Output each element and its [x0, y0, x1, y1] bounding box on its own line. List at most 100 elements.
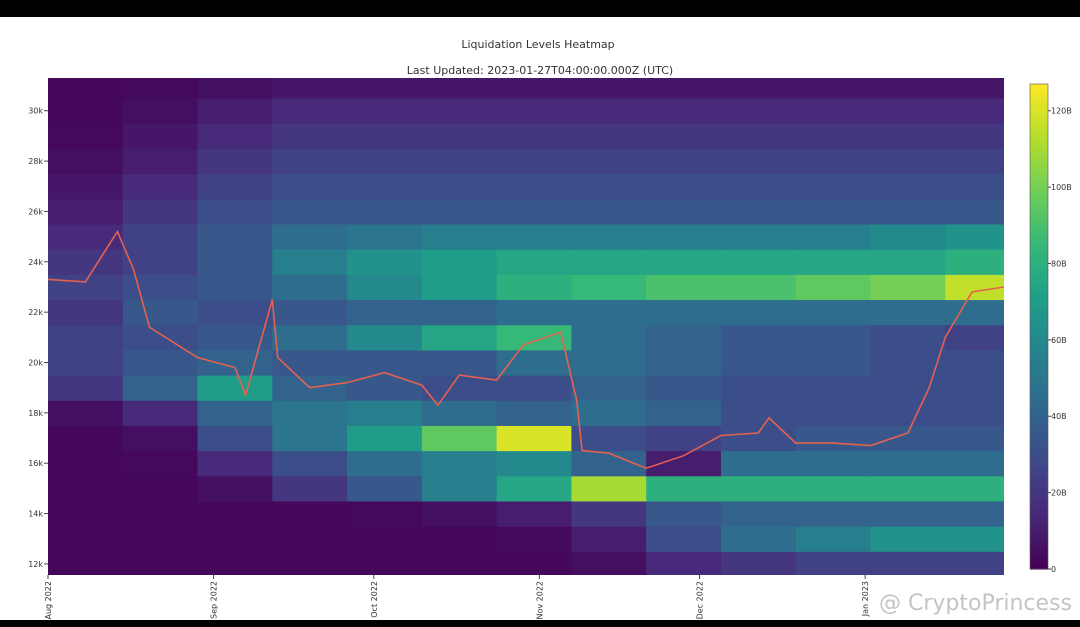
heat-cell — [945, 198, 1004, 225]
heat-cell — [421, 526, 498, 552]
heat-cell — [197, 450, 273, 477]
heat-cell — [496, 400, 572, 426]
colorbar-step — [1030, 500, 1048, 505]
top-bar — [0, 0, 1080, 17]
heat-cell — [48, 500, 124, 527]
heat-cell — [197, 78, 273, 99]
heat-cell — [122, 198, 199, 225]
colorbar-step — [1030, 342, 1048, 348]
heat-cell — [197, 526, 273, 552]
heat-cell — [272, 425, 348, 452]
heat-cell — [272, 526, 348, 552]
colorbar-step — [1030, 532, 1048, 538]
heat-cell — [197, 123, 273, 149]
colorbar-step — [1030, 370, 1048, 376]
colorbar-step — [1030, 257, 1048, 263]
heat-cell — [795, 551, 871, 575]
colorbar-step — [1030, 326, 1048, 332]
colorbar-step — [1030, 375, 1048, 380]
heat-cell — [646, 551, 722, 575]
heat-cell — [272, 299, 348, 326]
colorbar-step — [1030, 261, 1048, 267]
heat-cell — [720, 123, 797, 149]
colorbar-step — [1030, 330, 1048, 336]
heat-cell — [571, 400, 647, 426]
colorbar-step — [1030, 140, 1048, 146]
chart-subtitle: Last Updated: 2023-01-27T04:00:00.000Z (… — [407, 64, 673, 77]
colorbar-step — [1030, 362, 1048, 368]
heat-cell — [720, 450, 797, 477]
heat-cell — [646, 500, 722, 527]
heat-cell — [795, 148, 871, 175]
heat-cell — [122, 475, 199, 502]
heat-cell — [795, 349, 871, 376]
heat-cell — [870, 425, 946, 452]
heat-cell — [272, 349, 348, 376]
heat-cell — [795, 78, 871, 99]
colorbar-tick-label: 100B — [1051, 183, 1072, 192]
heat-cell — [646, 375, 722, 401]
heat-cell — [421, 98, 498, 124]
heat-cell — [496, 349, 572, 376]
colorbar-step — [1030, 338, 1048, 344]
heat-cell — [945, 98, 1004, 124]
colorbar-step — [1030, 528, 1048, 534]
heat-cell — [496, 224, 572, 250]
heat-cell — [122, 375, 199, 401]
colorbar-step — [1030, 120, 1048, 126]
heat-cell — [571, 198, 647, 225]
heat-cell — [421, 299, 498, 326]
colorbar-step — [1030, 302, 1048, 307]
x-tick-label: Nov 2022 — [535, 581, 544, 620]
y-tick-label: 24k — [28, 258, 43, 267]
heat-cell — [945, 475, 1004, 502]
colorbar-step — [1030, 132, 1048, 138]
heat-cell — [720, 349, 797, 376]
heat-cell — [945, 173, 1004, 200]
y-tick-label: 18k — [28, 409, 43, 418]
colorbar-step — [1030, 463, 1048, 469]
heat-cell — [496, 375, 572, 401]
y-tick-label: 22k — [28, 308, 43, 317]
heat-cell — [122, 425, 199, 452]
heat-cell — [48, 274, 124, 301]
heat-cell — [870, 349, 946, 376]
heat-cell — [795, 123, 871, 149]
heat-cell — [421, 123, 498, 149]
heat-cell — [122, 224, 199, 250]
heat-cell — [272, 400, 348, 426]
colorbar-step — [1030, 181, 1048, 186]
heat-cell — [122, 526, 199, 552]
colorbar-step — [1030, 265, 1048, 271]
colorbar-step — [1030, 560, 1048, 566]
y-tick-label: 30k — [28, 107, 43, 116]
colorbar-step — [1030, 451, 1048, 457]
y-tick-label: 20k — [28, 359, 43, 368]
heat-cell — [197, 400, 273, 426]
heat-cell — [197, 500, 273, 527]
heat-cell — [272, 148, 348, 175]
colorbar-step — [1030, 443, 1048, 449]
heat-cell — [646, 425, 722, 452]
heat-cell — [646, 123, 722, 149]
heat-cell — [347, 450, 423, 477]
colorbar-step — [1030, 379, 1048, 384]
x-tick-label: Aug 2022 — [44, 581, 53, 620]
heat-cell — [197, 198, 273, 225]
heat-cell — [571, 299, 647, 326]
heat-cell — [48, 123, 124, 149]
heat-cell — [197, 98, 273, 124]
heat-cell — [720, 375, 797, 401]
y-tick-label: 16k — [28, 459, 43, 468]
heat-cell — [870, 173, 946, 200]
heat-cell — [48, 78, 124, 99]
heat-cell — [720, 526, 797, 552]
heat-cell — [48, 375, 124, 401]
heat-cell — [571, 98, 647, 124]
colorbar-step — [1030, 185, 1048, 190]
heat-cell — [646, 224, 722, 250]
heat-cell — [720, 324, 797, 351]
heat-cell — [870, 400, 946, 426]
heat-cell — [870, 78, 946, 99]
colorbar-step — [1030, 112, 1048, 117]
